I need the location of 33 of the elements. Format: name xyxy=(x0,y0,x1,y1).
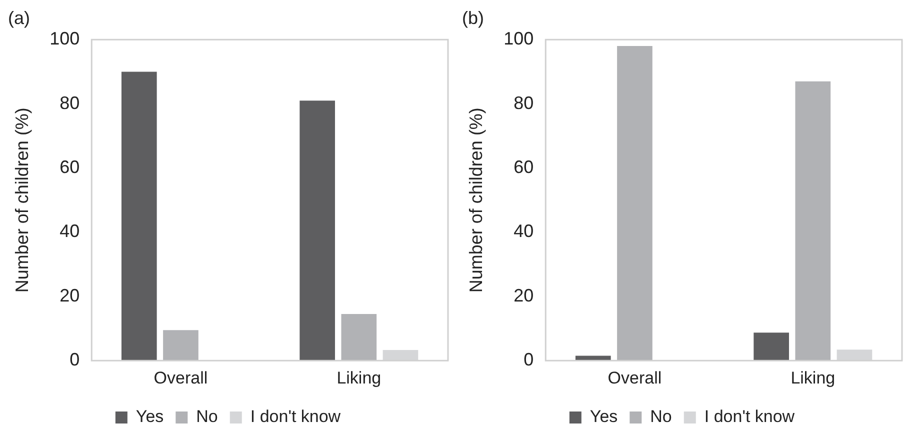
y-tick-label: 0 xyxy=(70,350,80,370)
bar xyxy=(617,46,652,361)
legend-label: I don't know xyxy=(704,407,796,426)
y-tick-label: 100 xyxy=(504,28,534,49)
bar xyxy=(121,72,157,361)
legend-label: No xyxy=(196,407,218,426)
y-tick-label: 60 xyxy=(60,156,80,177)
x-tick-label: Liking xyxy=(336,368,382,388)
y-tick-label: 100 xyxy=(50,28,80,49)
y-tick-label: 40 xyxy=(514,221,534,242)
y-axis-title: Number of children (%) xyxy=(466,108,486,293)
y-axis-title: Number of children (%) xyxy=(12,108,32,293)
y-tick-label: 80 xyxy=(514,92,534,113)
legend-label: Yes xyxy=(590,407,618,426)
bar xyxy=(754,332,789,361)
y-tick-label: 60 xyxy=(514,156,534,177)
y-tick-label: 80 xyxy=(60,92,80,113)
bar xyxy=(795,81,831,361)
x-tick-label: Liking xyxy=(790,368,836,388)
y-tick-label: 20 xyxy=(514,285,534,306)
bar xyxy=(300,100,335,361)
x-tick-label: Overall xyxy=(608,368,662,388)
bar xyxy=(163,330,198,361)
y-tick-label: 40 xyxy=(60,221,80,242)
bar xyxy=(341,314,377,361)
chart-title: (a) xyxy=(8,8,30,28)
x-tick-label: Overall xyxy=(154,368,208,388)
y-tick-label: 20 xyxy=(60,285,80,306)
chart-title: (b) xyxy=(462,8,484,28)
legend-label: No xyxy=(650,407,672,426)
legend-label: Yes xyxy=(136,407,164,426)
legend-label: I don't know xyxy=(250,407,342,426)
y-tick-label: 0 xyxy=(524,350,534,370)
